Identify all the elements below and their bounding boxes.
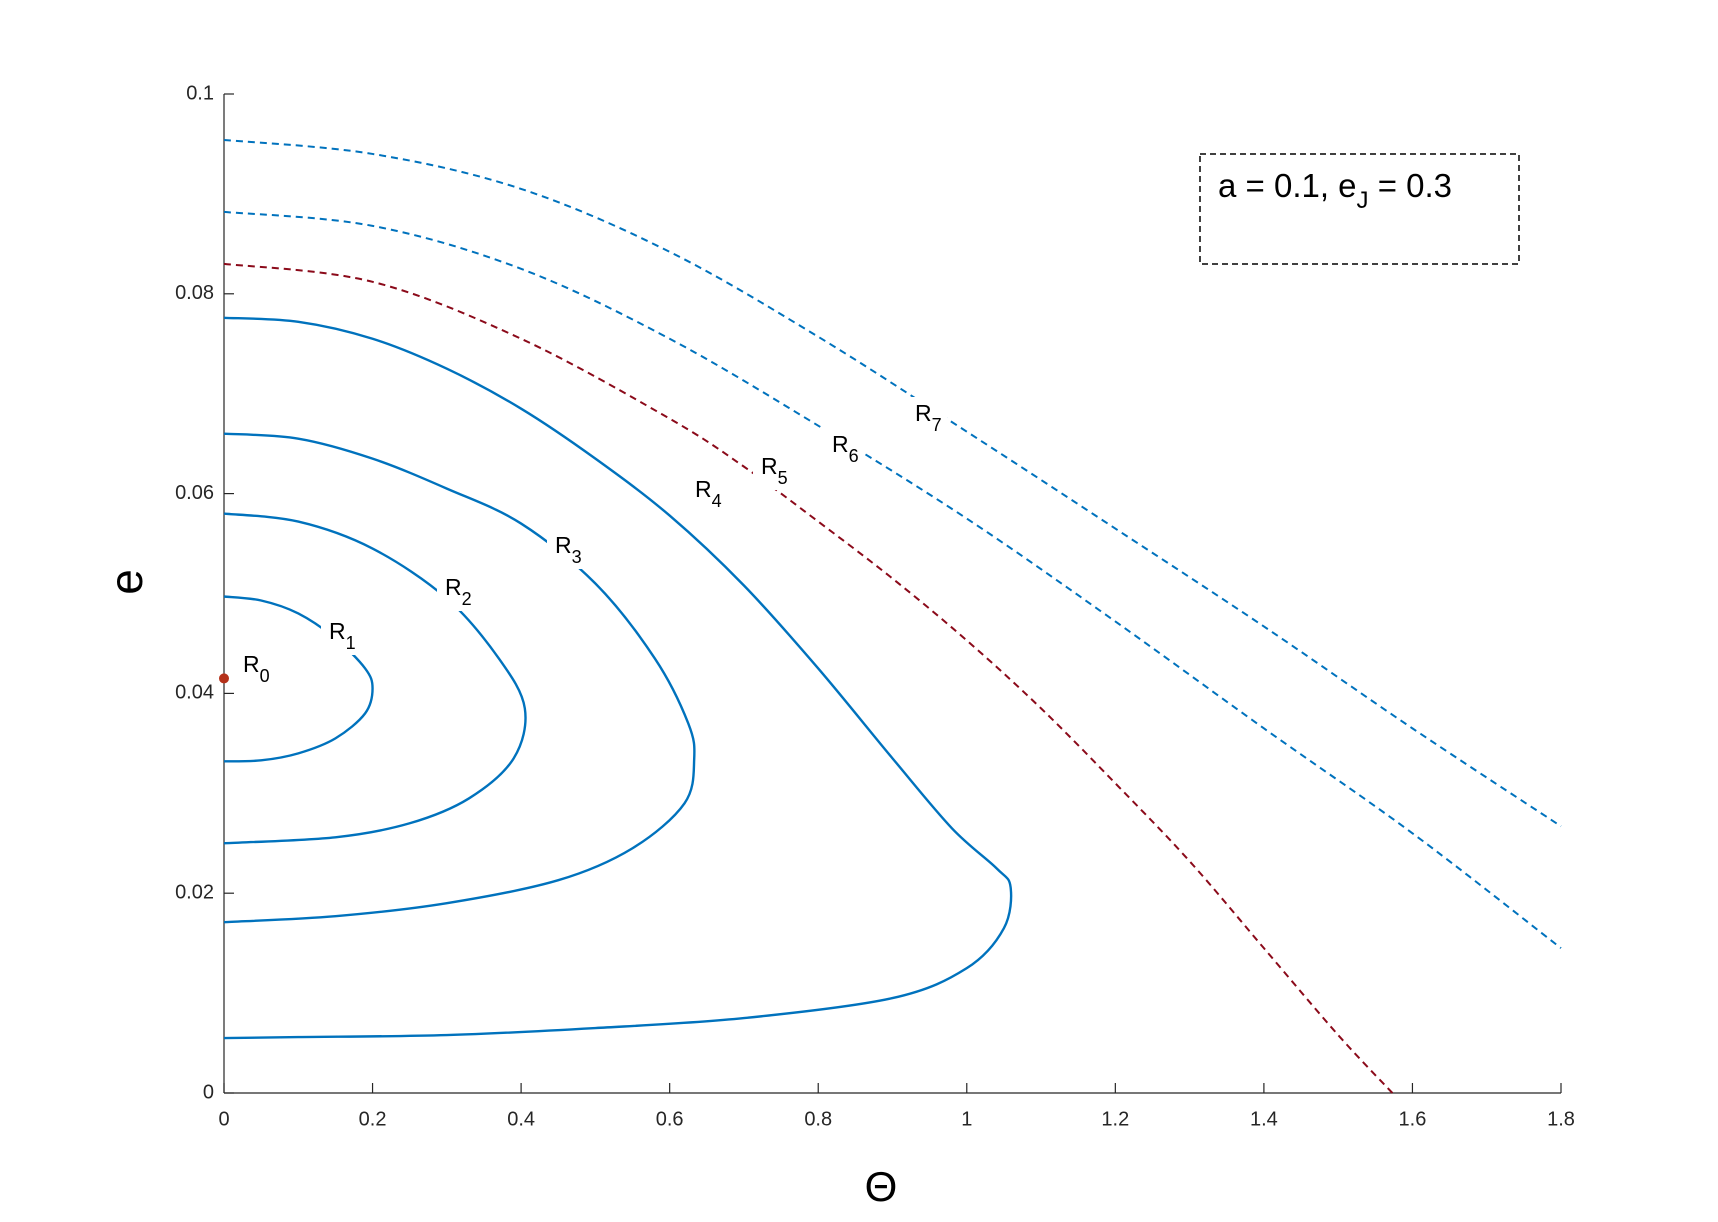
annotation: a = 0.1, eJ = 0.3	[1218, 167, 1452, 215]
label-subscript: 2	[462, 589, 472, 609]
contour-label: R2	[445, 574, 472, 609]
contour-label: R0	[243, 651, 270, 686]
y-tick-label: 0.08	[175, 282, 214, 304]
label-gap	[547, 529, 587, 569]
label-gap	[687, 473, 727, 513]
label-gap	[824, 428, 864, 468]
contour-label: R5	[761, 453, 788, 488]
y-tick-label: 0.1	[186, 82, 214, 104]
contour-line	[223, 262, 1394, 1094]
label-subscript: 7	[932, 415, 942, 435]
annotation-subscript: J	[1357, 187, 1369, 214]
contour-label: R6	[832, 431, 859, 466]
y-tick-label: 0.04	[175, 682, 214, 704]
label-base: R	[555, 532, 572, 558]
label-subscript: 4	[712, 491, 722, 511]
y-axis-label: e	[100, 569, 152, 595]
x-tick-label: 1.2	[1101, 1108, 1129, 1130]
x-axis-label: Θ	[865, 1163, 898, 1210]
label-base: R	[915, 400, 932, 426]
point	[219, 673, 229, 684]
annotation-part: = 0.3	[1369, 167, 1452, 204]
contour-line	[223, 210, 1562, 949]
x-tick-label: 1.8	[1547, 1108, 1575, 1130]
y-tick-label: 0.06	[175, 482, 214, 504]
x-tick-label: 0.2	[359, 1108, 387, 1130]
axes: 0 0.2 0.4 0.6 0.8 1 1.2 1.4 1.6 1.8 0 0.02 0.04 0.06 0…	[175, 82, 1575, 1130]
x-tick-label: 0.6	[656, 1108, 684, 1130]
label-gap	[753, 450, 793, 490]
x-tick-label: 0	[218, 1108, 229, 1130]
x-tick-label: 1.6	[1399, 1108, 1427, 1130]
contour-label: R4	[695, 476, 722, 511]
label-base: R	[761, 453, 778, 479]
label-base: R	[329, 618, 346, 644]
label-subscript: 5	[778, 468, 788, 488]
label-gap	[907, 397, 947, 437]
x-tick-label: 0.8	[804, 1108, 832, 1130]
x-tick-label: 0.4	[507, 1108, 535, 1130]
contour-line	[223, 595, 374, 763]
label-subscript: 1	[346, 633, 356, 653]
y-tick-label: 0	[203, 1081, 214, 1103]
annotation-box	[1199, 153, 1520, 265]
label-subscript: 6	[849, 446, 859, 466]
label-base: R	[832, 431, 849, 457]
annotation-part: a = 0.1, e	[1218, 167, 1357, 204]
contour-line	[223, 138, 1562, 828]
label-base: R	[445, 574, 462, 600]
x-tick-label: 1	[961, 1108, 972, 1130]
contour-label: R7	[915, 400, 942, 435]
contour-line	[223, 432, 696, 924]
label-gap	[437, 571, 477, 611]
x-tick-label: 1.4	[1250, 1108, 1278, 1130]
contour-label: R1	[329, 618, 356, 653]
label-base: R	[243, 651, 260, 677]
label-base: R	[695, 476, 712, 502]
label-gap	[321, 615, 361, 655]
label-subscript: 3	[572, 547, 582, 567]
contour-line	[223, 512, 527, 845]
y-tick-label: 0.02	[175, 881, 214, 903]
contour-label: R3	[555, 532, 582, 567]
label-subscript: 0	[260, 666, 270, 686]
contour-line	[223, 316, 1013, 1040]
